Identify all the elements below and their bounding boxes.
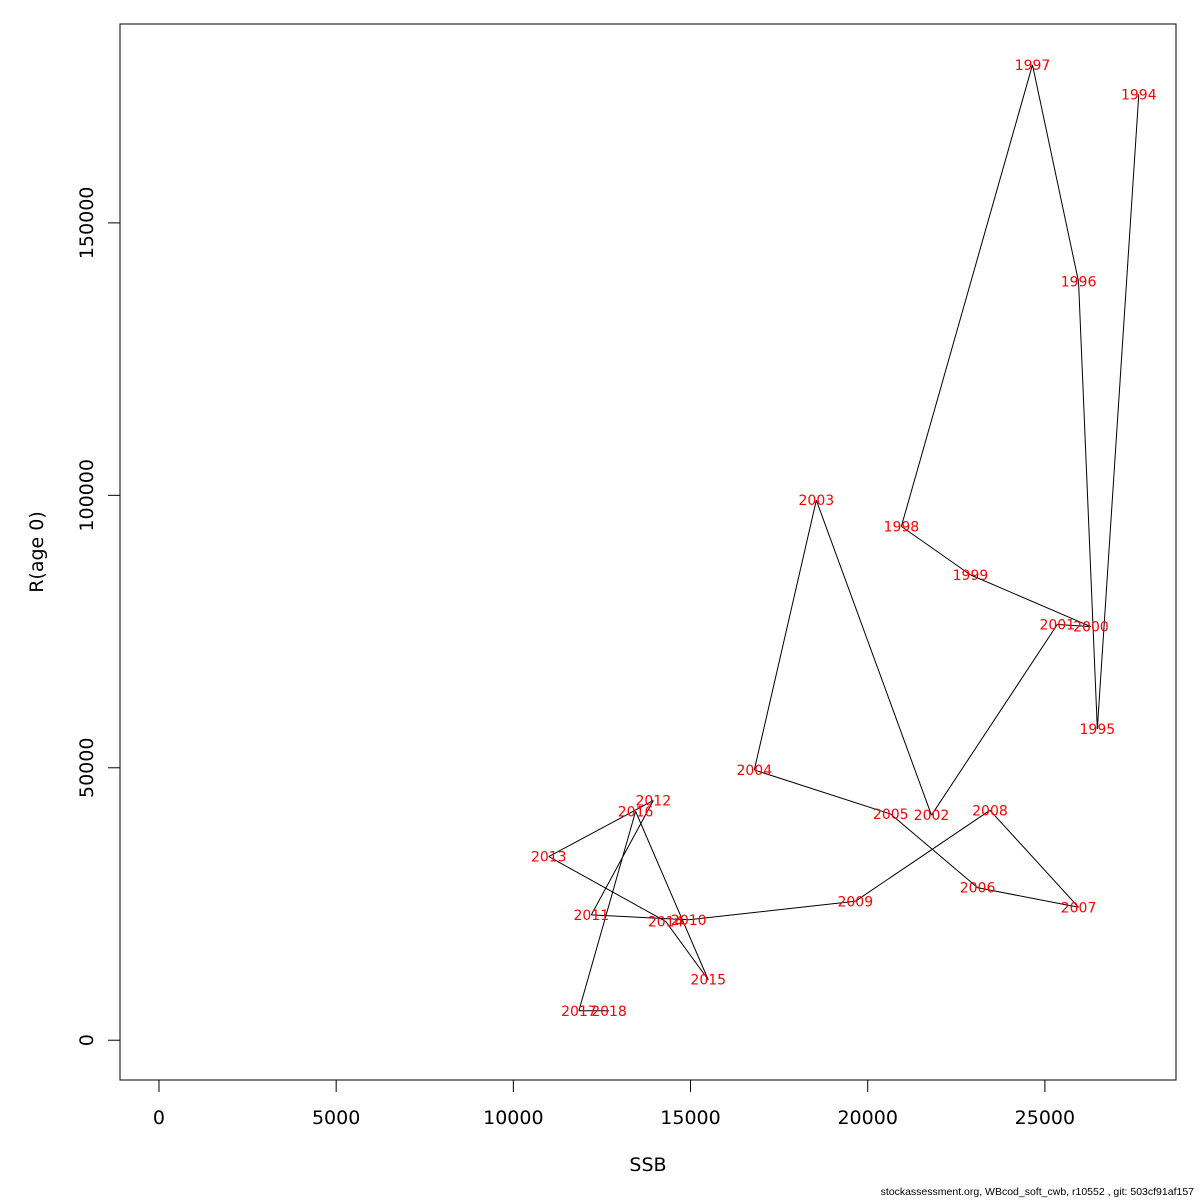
y-tick-label: 0 [76, 1034, 98, 1046]
point-label: 1994 [1121, 87, 1157, 103]
series-segment [970, 574, 1092, 628]
y-tick-label: 100000 [76, 459, 98, 532]
series-segment [855, 809, 991, 902]
point-label: 2012 [635, 793, 671, 809]
series-segment [753, 500, 817, 771]
point-label: 1998 [884, 519, 920, 535]
point-label: 2018 [591, 1004, 627, 1020]
point-label: 1995 [1080, 722, 1116, 738]
series-segment [591, 914, 689, 921]
point-label: 2009 [837, 894, 873, 910]
series-segment [1031, 64, 1080, 282]
point-label: 2004 [736, 763, 772, 779]
footer-credit: stockassessment.org, WBcod_soft_cwb, r10… [880, 1186, 1194, 1198]
series-segment [1078, 281, 1098, 730]
series-segment [1096, 94, 1140, 730]
series-segment [578, 811, 637, 1011]
y-tick-label: 50000 [76, 738, 98, 798]
point-label: 2002 [914, 808, 950, 824]
point-label: 2003 [799, 493, 835, 509]
point-label: 2015 [690, 973, 726, 989]
series-path [548, 64, 1140, 1012]
point-label: 1997 [1015, 58, 1051, 74]
series-segment [901, 525, 971, 576]
series-segment [635, 811, 709, 980]
point-label: 2017 [561, 1004, 597, 1020]
series-segment [548, 856, 666, 922]
point-label: 1999 [953, 568, 989, 584]
point-label: 2010 [671, 913, 707, 929]
x-axis: 0 5000 10000 15000 20000 25000 [153, 1079, 1075, 1129]
y-axis-title: R(age 0) [26, 511, 48, 593]
point-label: 1996 [1061, 275, 1097, 291]
series-segment [890, 813, 978, 889]
point-label: 2001 [1039, 617, 1075, 633]
x-tick-label: 20000 [837, 1107, 897, 1129]
series-segment [754, 769, 891, 815]
x-tick-label: 5000 [312, 1107, 360, 1129]
y-tick-label: 150000 [76, 187, 98, 260]
x-tick-label: 25000 [1015, 1107, 1075, 1129]
point-label: 2014 [648, 914, 684, 930]
series-segment [900, 64, 1033, 527]
series-segment [688, 900, 856, 921]
series-segment [665, 921, 709, 981]
x-tick-label: 10000 [483, 1107, 543, 1129]
point-label: 2005 [873, 807, 909, 823]
point-label: 2011 [573, 908, 609, 924]
x-axis-title: SSB [629, 1154, 666, 1176]
series-segment [977, 887, 1079, 908]
x-tick-label: 15000 [660, 1107, 720, 1129]
point-label: 2006 [960, 881, 996, 897]
series-segment [931, 624, 1058, 816]
y-axis: 0 50000 100000 150000 [76, 187, 121, 1046]
x-tick-label: 0 [153, 1107, 165, 1129]
series-segment [548, 800, 654, 858]
series-segment [1057, 623, 1091, 628]
point-label: 2007 [1061, 900, 1097, 916]
series-segment [989, 809, 1079, 908]
point-label: 2013 [531, 850, 567, 866]
point-label: 2000 [1073, 620, 1109, 636]
point-label: 2016 [618, 804, 654, 820]
point-label: 2008 [972, 803, 1008, 819]
series-segment [815, 500, 932, 816]
